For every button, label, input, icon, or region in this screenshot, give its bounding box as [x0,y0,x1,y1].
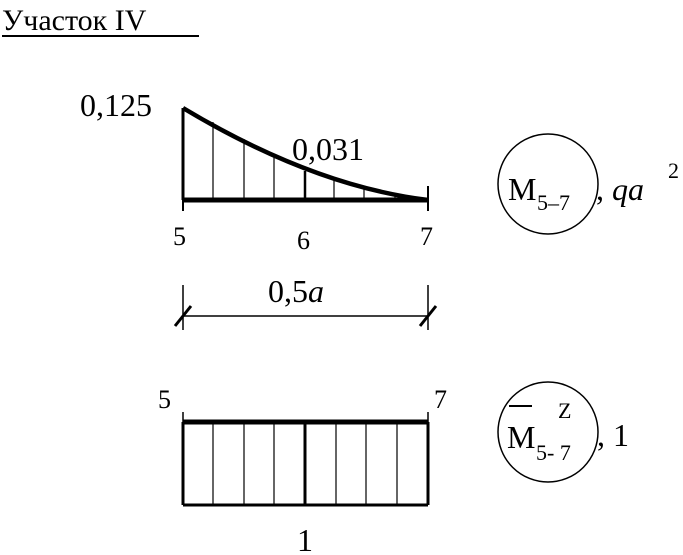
node-label-5: 5 [173,222,186,251]
badge-circle-top [497,133,599,235]
section-title: Участок IV [2,4,147,37]
badge-mz57: M Z 5- 7 , 1 [497,381,629,483]
badge-unit: , qa [596,171,644,207]
badge-symbol-m-bar: M [507,419,535,455]
badge-unit-exponent: 2 [668,158,679,183]
badge-symbol-m: M [508,171,536,207]
span-label: 0,5a [268,273,324,309]
badge-subscript-5-7-bottom: 5- 7 [536,440,571,465]
value-0-031: 0,031 [292,131,364,167]
value-0-125: 0,125 [80,87,152,123]
badge-superscript-z: Z [558,398,571,423]
badge-suffix-1: , 1 [597,417,629,453]
span-dimension: 0,5a [173,273,438,330]
badge-m57: M 5–7 , qa 2 [497,133,679,235]
node-label-7: 7 [420,222,433,251]
node-label-7-bottom: 7 [434,385,447,414]
unit-moment-diagram: 5 7 1 [158,385,447,555]
hatching-bottom [212,422,398,505]
moment-curve [181,106,429,203]
moment-diagram-m57: 0,125 0,031 5 6 7 [80,87,433,255]
node-label-5-bottom: 5 [158,385,171,414]
value-1-bottom: 1 [297,522,313,555]
badge-circle-bottom [497,381,599,483]
badge-subscript-5-7: 5–7 [537,190,570,215]
node-label-6: 6 [297,226,310,255]
